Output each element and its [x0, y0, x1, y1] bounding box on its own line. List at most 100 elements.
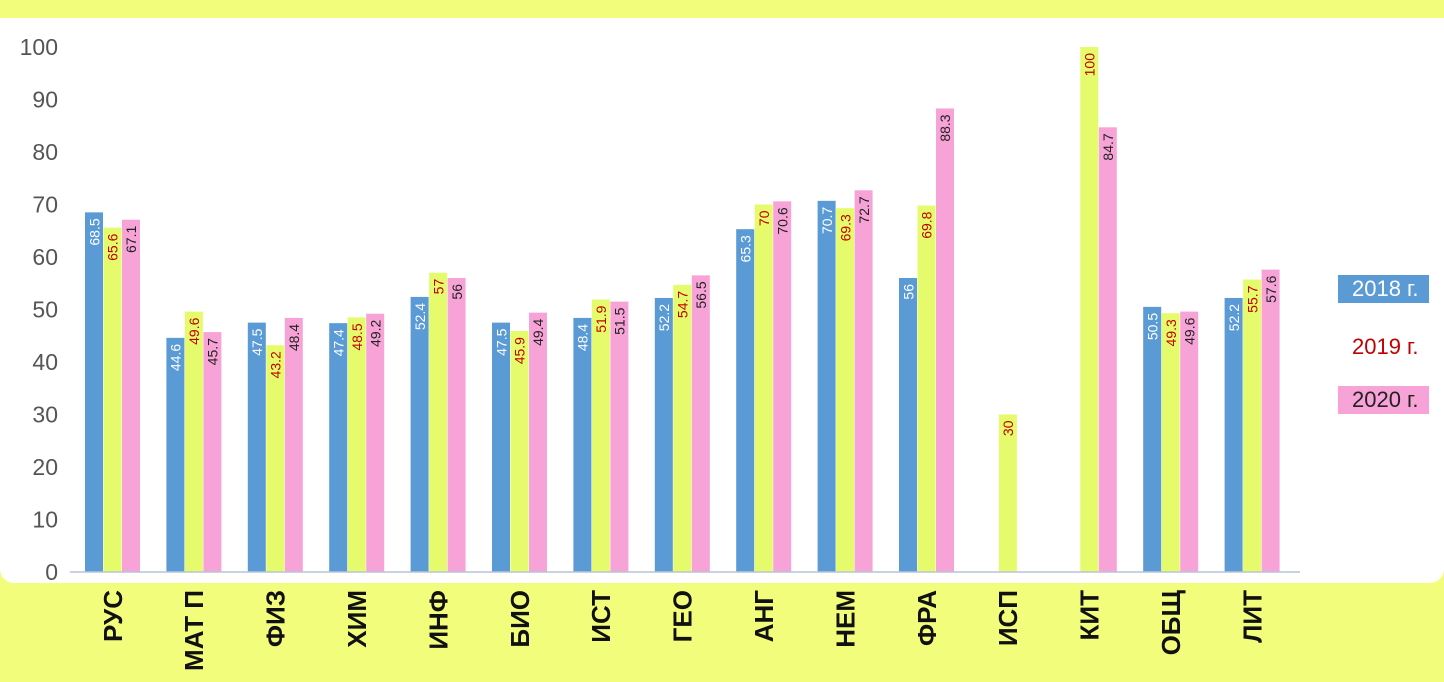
bar-2020-5 — [447, 278, 466, 572]
y-tick-label: 60 — [32, 244, 58, 270]
bar-2020-15 — [1261, 269, 1280, 572]
y-tick-label: 40 — [32, 349, 58, 375]
x-category-label: БИО — [505, 590, 535, 648]
y-tick-label: 80 — [32, 139, 58, 165]
bar-2019-4 — [347, 317, 366, 572]
bar-data-label: 55.7 — [1244, 285, 1260, 312]
x-category-label: ИНФ — [423, 590, 453, 650]
bar-2019-10 — [836, 208, 855, 573]
bar-2019-9 — [754, 204, 773, 572]
x-category-label: ФИЗ — [261, 590, 291, 647]
bar-2018-9 — [736, 229, 755, 573]
legend-item-2020: 2020 г. — [1338, 386, 1429, 414]
x-category-label: НЕМ — [830, 590, 860, 648]
bar-2018-6 — [492, 322, 510, 572]
bar-2019-11 — [917, 205, 936, 573]
bar-data-label: 70 — [756, 210, 772, 226]
bar-data-label: 84.7 — [1100, 133, 1116, 160]
bar-data-label: 30 — [1000, 420, 1016, 436]
y-tick-label: 70 — [32, 192, 58, 218]
bar-2019-14 — [1161, 313, 1180, 572]
bar-data-label: 49.6 — [1181, 317, 1197, 344]
bar-2018-3 — [247, 322, 266, 572]
bar-data-label: 69.3 — [837, 214, 853, 241]
bar-2018-11 — [899, 278, 917, 572]
bar-2020-13 — [1098, 127, 1117, 572]
x-category-label: МАТ П — [179, 590, 209, 671]
bar-2019-15 — [1243, 279, 1262, 572]
bar-data-label: 48.4 — [575, 324, 591, 351]
bar-2019-6 — [510, 331, 529, 572]
bar-2020-9 — [773, 201, 792, 572]
bar-2020-8 — [691, 275, 710, 572]
bar-data-label: 47.5 — [493, 328, 509, 355]
legend-item-2019: 2019 г. — [1338, 333, 1429, 361]
bar-data-label: 70.6 — [774, 207, 790, 234]
bar-data-label: 47.4 — [330, 329, 346, 356]
plot-panel — [0, 18, 1444, 583]
y-tick-label: 10 — [32, 507, 58, 533]
bar-2018-8 — [654, 297, 673, 572]
bar-2019-8 — [673, 284, 692, 572]
bar-2018-7 — [573, 317, 592, 572]
bar-data-label: 48.5 — [349, 323, 365, 350]
bar-data-label: 50.5 — [1144, 313, 1160, 340]
bar-data-label: 72.7 — [856, 196, 872, 223]
bar-data-label: 54.7 — [675, 291, 691, 318]
x-category-label: ФРА — [912, 590, 942, 646]
bar-data-label: 52.2 — [1226, 304, 1242, 331]
bar-data-label: 88.3 — [937, 114, 953, 141]
bar-data-label: 56 — [900, 284, 916, 300]
bar-2020-4 — [366, 313, 385, 572]
x-category-label: ИСП — [993, 590, 1023, 646]
bar-data-label: 51.5 — [612, 307, 628, 334]
bar-data-label: 67.1 — [123, 226, 139, 253]
bar-data-label: 47.5 — [249, 328, 265, 355]
bar-data-label: 100 — [1082, 53, 1098, 77]
x-category-label: КИТ — [1075, 590, 1105, 641]
bar-data-label: 49.6 — [186, 317, 202, 344]
bar-data-label: 65.3 — [737, 235, 753, 262]
bar-2020-2 — [203, 332, 222, 572]
legend-item-2018: 2018 г. — [1338, 275, 1429, 303]
y-tick-label: 20 — [32, 454, 58, 480]
bar-2020-7 — [610, 301, 629, 572]
bar-2019-7 — [591, 299, 610, 572]
bar-data-label: 56.5 — [693, 281, 709, 308]
bar-2019-5 — [429, 272, 448, 572]
bar-data-label: 51.9 — [593, 305, 609, 332]
bar-data-label: 56 — [449, 284, 465, 300]
y-tick-label: 30 — [32, 402, 58, 428]
bar-data-label: 69.8 — [919, 211, 935, 238]
y-tick-label: 90 — [32, 87, 58, 113]
bar-data-label: 49.2 — [367, 319, 383, 346]
bar-data-label: 45.7 — [205, 338, 221, 365]
bar-2019-2 — [184, 311, 203, 572]
bar-2018-5 — [410, 296, 429, 572]
x-axis: РУС МАТ П ФИЗ ХИМ ИНФ БИО ИСТ ГЕО АНГ НЕМ ФРА ИСП КИ… — [98, 589, 1268, 670]
bar-data-label: 70.7 — [819, 207, 835, 234]
bar-2018-15 — [1224, 297, 1243, 572]
bar-data-label: 52.4 — [412, 303, 428, 330]
y-tick-label: 50 — [32, 297, 58, 323]
bar-data-label: 57.6 — [1263, 275, 1279, 302]
x-category-label: РУС — [98, 590, 128, 642]
bar-data-label: 68.5 — [86, 218, 102, 245]
bar-2020-3 — [284, 317, 303, 572]
bar-2018-4 — [329, 323, 348, 572]
y-axis: 0 10 20 30 40 50 60 70 80 90 100 — [20, 34, 58, 585]
x-category-label: АНГ — [749, 590, 779, 643]
bar-2018-1 — [85, 212, 103, 572]
bar-2020-10 — [854, 190, 873, 572]
bar-data-label: 65.6 — [105, 233, 121, 260]
bar-2018-14 — [1143, 306, 1162, 572]
bar-data-labels: 68.565.6 67.144.649.645.7 47.543.248.4 47.4… — [86, 53, 1279, 436]
bar-data-label: 57 — [430, 279, 446, 295]
bar-2020-11 — [936, 108, 954, 573]
x-category-label: ИСТ — [586, 590, 616, 643]
bar-data-label: 52.2 — [656, 304, 672, 331]
bar-2020-6 — [529, 312, 547, 572]
y-tick-label: 0 — [45, 559, 58, 585]
bar-data-label: 49.3 — [1163, 319, 1179, 346]
